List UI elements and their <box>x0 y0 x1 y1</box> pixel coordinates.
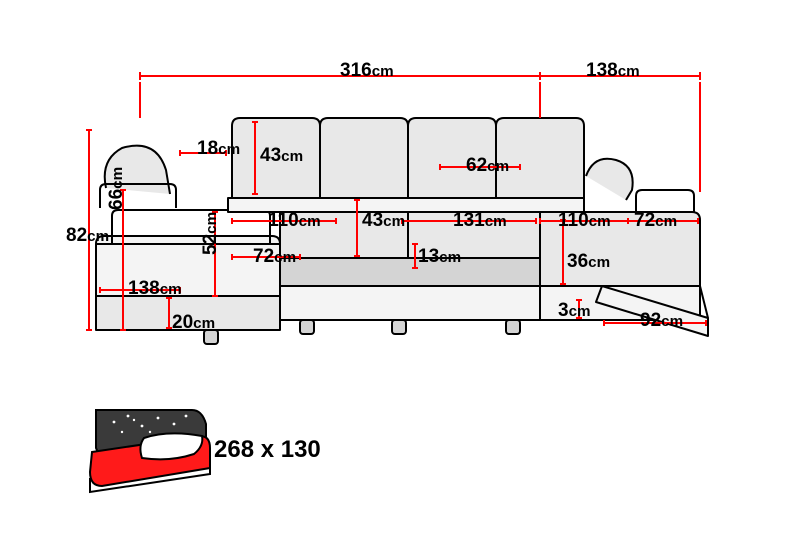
dim-w-110-right: 110cm <box>558 210 611 232</box>
dim-w-131: 131cm <box>453 210 507 232</box>
dim-w-18: 18cm <box>197 138 240 160</box>
dim-w-72-left: 72cm <box>253 246 296 268</box>
dim-h-82: 82cm <box>66 225 109 247</box>
dim-w-72-right: 72cm <box>634 210 677 232</box>
dim-h-3: 3cm <box>558 300 591 322</box>
dim-w-62: 62cm <box>466 155 509 177</box>
dim-h-36: 36cm <box>567 251 610 273</box>
dim-h-52-rot: 52cm <box>200 212 222 255</box>
dim-w-110-left: 110cm <box>268 210 321 232</box>
dim-h-13: 13cm <box>418 246 461 268</box>
dim-h-66-rot: 66cm <box>106 167 128 210</box>
dim-w-316: 316cm <box>340 60 394 82</box>
dim-w-138-left: 138cm <box>128 278 182 300</box>
dim-h-20: 20cm <box>172 312 215 334</box>
dim-h-43-mid: 43cm <box>362 210 405 232</box>
dim-w-138-top: 138cm <box>586 60 640 82</box>
bed-icon <box>84 406 214 506</box>
diagram-stage: 268 x 130 316cm 138cm 18cm 43cm 62cm 82cm 66cm… <box>0 0 800 533</box>
bed-dimensions-label: 268 x 130 <box>214 436 321 464</box>
dim-h-43-left: 43cm <box>260 145 303 167</box>
dim-w-92: 92cm <box>640 310 683 332</box>
